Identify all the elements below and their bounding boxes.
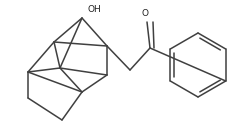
Text: O: O [142,10,149,18]
Text: OH: OH [88,5,102,14]
